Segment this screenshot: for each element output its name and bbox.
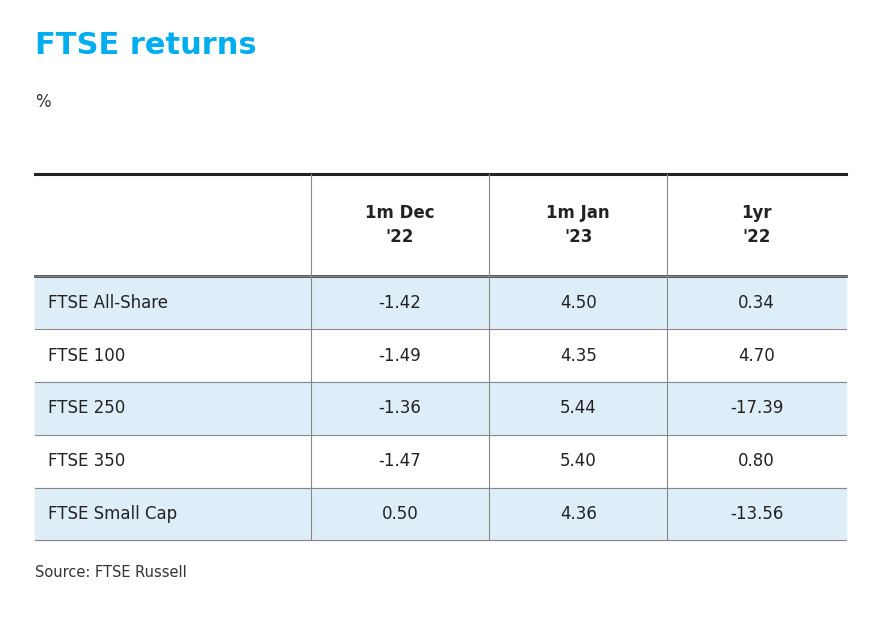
Text: 5.44: 5.44 (560, 399, 596, 417)
Text: -17.39: -17.39 (730, 399, 783, 417)
Bar (35, 329, 846, 382)
Text: FTSE 100: FTSE 100 (48, 347, 126, 365)
Bar (35, 487, 846, 540)
Text: 4.50: 4.50 (560, 294, 596, 312)
Text: 1m Jan
'23: 1m Jan '23 (547, 204, 610, 246)
Text: Source: FTSE Russell: Source: FTSE Russell (35, 565, 187, 580)
Text: FTSE returns: FTSE returns (35, 31, 256, 60)
Text: 0.50: 0.50 (381, 505, 419, 523)
Text: 4.70: 4.70 (739, 347, 775, 365)
Text: 4.35: 4.35 (560, 347, 596, 365)
Text: -1.36: -1.36 (378, 399, 421, 417)
Text: 1m Dec
'22: 1m Dec '22 (365, 204, 434, 246)
Text: 5.40: 5.40 (560, 452, 596, 470)
Text: 0.80: 0.80 (739, 452, 775, 470)
Text: 4.36: 4.36 (560, 505, 596, 523)
Text: FTSE All-Share: FTSE All-Share (48, 294, 168, 312)
Text: %: % (35, 93, 51, 111)
Text: FTSE Small Cap: FTSE Small Cap (48, 505, 177, 523)
Bar (35, 435, 846, 487)
Text: FTSE 250: FTSE 250 (48, 399, 126, 417)
Text: 1yr
'22: 1yr '22 (741, 204, 772, 246)
Text: -1.47: -1.47 (378, 452, 421, 470)
Text: FTSE 350: FTSE 350 (48, 452, 126, 470)
Text: 0.34: 0.34 (739, 294, 775, 312)
Bar (35, 276, 846, 329)
Bar (35, 382, 846, 435)
Text: -1.49: -1.49 (378, 347, 421, 365)
Text: -13.56: -13.56 (730, 505, 783, 523)
Text: -1.42: -1.42 (378, 294, 421, 312)
